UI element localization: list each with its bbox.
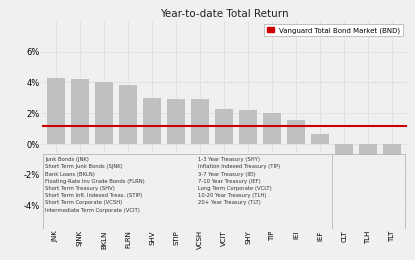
Text: Junk Bonds (JNK)
Short Term Junk Bonds (SJNK)
Bank Loans (BKLN)
Floating-Rate In: Junk Bonds (JNK) Short Term Junk Bonds (… — [45, 157, 145, 213]
Bar — [263, 113, 281, 144]
Bar — [119, 85, 137, 144]
Bar — [143, 98, 161, 144]
FancyBboxPatch shape — [43, 154, 405, 229]
Bar — [47, 78, 65, 144]
Bar — [239, 110, 257, 144]
Bar — [383, 144, 401, 198]
Bar — [359, 144, 377, 167]
Text: 1-3 Year Treasury (SHY)
Inflation Indexed Treasury (TIP)
3-7 Year Treasury (IEI): 1-3 Year Treasury (SHY) Inflation Indexe… — [198, 157, 280, 205]
Legend: Vanguard Total Bond Market (BND): Vanguard Total Bond Market (BND) — [264, 24, 403, 36]
Bar — [167, 99, 185, 144]
Bar — [71, 79, 89, 144]
Bar — [311, 134, 329, 144]
Bar — [215, 109, 233, 144]
Bar — [95, 82, 113, 144]
Title: Year-to-date Total Return: Year-to-date Total Return — [160, 9, 288, 19]
Bar — [335, 144, 353, 157]
Bar — [287, 120, 305, 144]
Bar — [191, 99, 209, 144]
